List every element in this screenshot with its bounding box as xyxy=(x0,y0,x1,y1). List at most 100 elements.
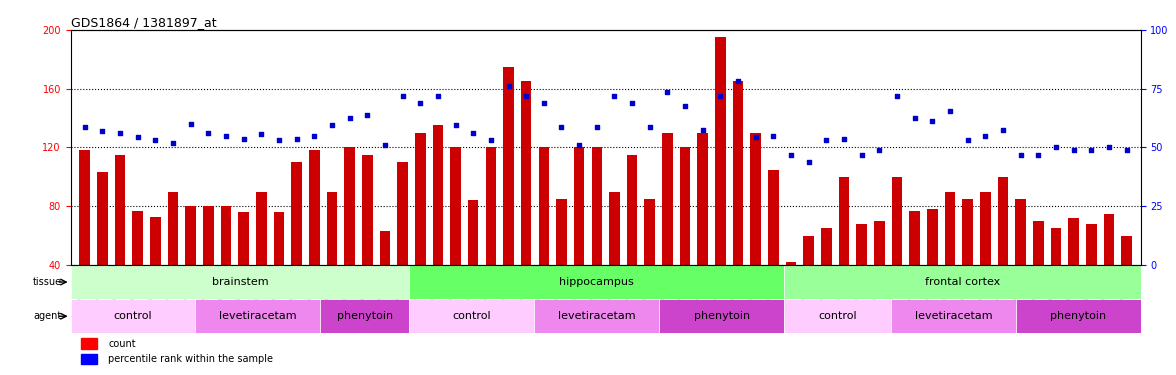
Text: tissue: tissue xyxy=(33,277,61,287)
Bar xyxy=(450,147,461,324)
Bar xyxy=(627,155,637,324)
FancyBboxPatch shape xyxy=(71,265,409,299)
Point xyxy=(711,93,730,99)
Bar xyxy=(203,206,214,324)
Point xyxy=(234,136,253,142)
Bar xyxy=(750,133,761,324)
Point xyxy=(976,133,995,139)
FancyBboxPatch shape xyxy=(195,299,320,333)
Point xyxy=(446,123,465,129)
Bar xyxy=(768,170,779,324)
Bar xyxy=(680,147,690,324)
Point xyxy=(1029,152,1048,158)
Point xyxy=(1117,147,1136,153)
Bar xyxy=(838,177,849,324)
Point xyxy=(499,83,517,89)
Point xyxy=(163,140,182,146)
Point xyxy=(146,137,165,143)
Bar xyxy=(1015,199,1025,324)
Bar xyxy=(415,133,426,324)
Text: agent: agent xyxy=(33,311,61,321)
Point xyxy=(641,124,660,130)
Point xyxy=(463,130,482,136)
Bar xyxy=(433,126,443,324)
Point xyxy=(659,88,677,94)
Point xyxy=(322,123,341,129)
Bar xyxy=(521,81,532,324)
Point xyxy=(393,93,412,99)
Point xyxy=(111,130,129,136)
Bar xyxy=(856,224,867,324)
Bar xyxy=(733,81,743,324)
Point xyxy=(800,159,818,165)
Bar xyxy=(909,211,920,324)
Bar xyxy=(927,209,937,324)
Point xyxy=(552,124,570,130)
Text: percentile rank within the sample: percentile rank within the sample xyxy=(108,354,273,364)
Point xyxy=(994,127,1013,133)
Text: count: count xyxy=(108,339,135,349)
Point xyxy=(923,118,942,124)
Bar xyxy=(362,155,373,324)
Bar xyxy=(380,231,390,324)
Point xyxy=(747,134,766,140)
Bar xyxy=(345,147,355,324)
Point xyxy=(569,141,588,147)
Point xyxy=(676,104,695,110)
Text: hippocampus: hippocampus xyxy=(560,277,634,287)
Point xyxy=(1100,144,1118,150)
Text: control: control xyxy=(453,311,492,321)
Bar xyxy=(821,228,831,324)
Point xyxy=(623,100,642,106)
Bar xyxy=(1050,228,1061,324)
Bar xyxy=(503,67,514,324)
Bar xyxy=(556,199,567,324)
Bar xyxy=(715,38,726,324)
Bar xyxy=(397,162,408,324)
Text: phenytoin: phenytoin xyxy=(336,311,393,321)
Bar xyxy=(239,212,249,324)
Point xyxy=(428,93,447,99)
Bar xyxy=(786,262,796,324)
Bar xyxy=(1121,236,1131,324)
Text: GDS1864 / 1381897_at: GDS1864 / 1381897_at xyxy=(71,16,216,29)
FancyBboxPatch shape xyxy=(409,265,784,299)
Point xyxy=(1064,147,1083,153)
Bar xyxy=(486,147,496,324)
Point xyxy=(534,100,553,106)
Bar xyxy=(151,216,161,324)
Point xyxy=(587,124,606,130)
Point xyxy=(75,124,94,130)
Point xyxy=(516,93,535,99)
Point xyxy=(410,100,429,106)
Point xyxy=(358,112,376,118)
Bar xyxy=(1085,224,1096,324)
FancyBboxPatch shape xyxy=(784,299,891,333)
Point xyxy=(764,133,783,139)
FancyBboxPatch shape xyxy=(891,299,1016,333)
Point xyxy=(817,137,836,143)
Text: phenytoin: phenytoin xyxy=(1050,311,1107,321)
Bar xyxy=(133,211,143,324)
Point xyxy=(782,152,801,158)
Point xyxy=(305,133,323,139)
FancyBboxPatch shape xyxy=(1016,299,1141,333)
Point xyxy=(1047,144,1065,150)
Bar xyxy=(803,236,814,324)
Point xyxy=(941,108,960,114)
Bar xyxy=(574,147,584,324)
Bar xyxy=(539,147,549,324)
Text: levetiracetam: levetiracetam xyxy=(219,311,296,321)
Point xyxy=(1011,152,1030,158)
Bar xyxy=(1033,221,1043,324)
Point xyxy=(340,115,359,121)
Bar xyxy=(115,155,126,324)
Point xyxy=(199,130,218,136)
Bar xyxy=(944,192,955,324)
Bar xyxy=(274,212,285,324)
Point xyxy=(853,152,871,158)
Bar xyxy=(962,199,973,324)
Text: control: control xyxy=(818,311,857,321)
Bar xyxy=(186,206,196,324)
Point xyxy=(252,131,270,137)
